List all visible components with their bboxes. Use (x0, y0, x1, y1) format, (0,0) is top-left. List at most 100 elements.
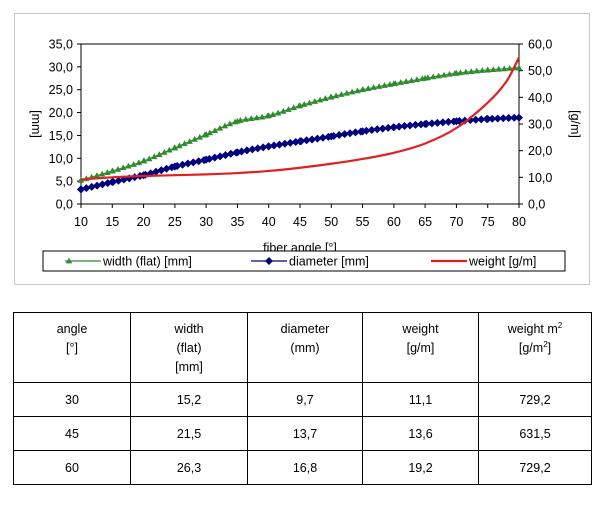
series-marker-1 (384, 123, 393, 132)
series-marker-0 (435, 72, 442, 79)
table-cell: 45 (13, 416, 131, 451)
header-angle-label: angle (56, 322, 88, 336)
y-left-tick-label: 5,0 (56, 175, 73, 189)
series-marker-0 (242, 115, 249, 122)
y-right-tick-label: 30,0 (528, 118, 552, 132)
header-angle-unit: [°] (66, 341, 78, 355)
series-marker-0 (258, 113, 266, 120)
series-marker-0 (269, 111, 277, 118)
series-marker-1 (378, 124, 387, 133)
x-tick-label: 20 (137, 215, 151, 229)
table-cell: 30 (13, 382, 131, 417)
series-marker-0 (280, 107, 287, 114)
y-right-tick-label: 60,0 (528, 38, 552, 52)
y-left-axis-title: [mm] (29, 110, 43, 138)
x-tick-label: 55 (356, 215, 370, 229)
series-marker-1 (270, 141, 279, 150)
series-marker-0 (495, 65, 502, 72)
y-left-tick-label: 30,0 (49, 60, 73, 74)
series-marker-0 (274, 109, 282, 116)
table-cell: 21,5 (130, 416, 248, 451)
series-line-1 (80, 117, 520, 190)
header-weight-m2-unit-text: [g/m (518, 341, 544, 355)
series-point-1 (264, 142, 273, 151)
header-weight-m2-text: weight m (507, 322, 558, 336)
series-marker-0 (381, 82, 388, 88)
series-point-0 (171, 144, 179, 151)
series-point-1 (108, 178, 117, 187)
series-marker-0 (226, 120, 234, 127)
series-marker-0 (301, 101, 308, 107)
y-right-tick-label: 20,0 (528, 144, 552, 158)
series-marker-1 (488, 114, 497, 123)
table-cell: 631,5 (478, 416, 592, 451)
series-point-1 (452, 117, 461, 126)
series-marker-1 (444, 117, 453, 126)
series-marker-0 (156, 151, 163, 157)
series-marker-0 (125, 162, 132, 169)
series-point-0 (515, 64, 523, 71)
series-marker-0 (248, 115, 255, 121)
series-marker-0 (354, 87, 361, 94)
header-weight-unit: [g/m] (406, 341, 435, 355)
series-marker-1 (280, 139, 289, 148)
series-marker-1 (221, 151, 230, 160)
series-marker-0 (135, 159, 143, 166)
series-marker-0 (490, 66, 497, 73)
series-point-0 (421, 74, 429, 81)
x-tick-label: 65 (418, 215, 432, 229)
series-marker-1 (335, 131, 344, 140)
series-point-0 (109, 167, 116, 174)
header-weight-m2-unit: [g/m2] (479, 339, 591, 358)
table-cell: 729,2 (478, 450, 592, 485)
series-marker-1 (275, 140, 284, 149)
series-marker-1 (308, 135, 317, 144)
series-marker-0 (206, 129, 214, 136)
header-width-label: width (174, 322, 204, 336)
header-width: width (flat) [mm] (130, 312, 248, 383)
table-cell: 11,1 (362, 382, 479, 417)
series-line-2 (80, 56, 520, 181)
series-marker-1 (98, 180, 107, 189)
series-marker-0 (166, 146, 173, 153)
series-marker-0 (253, 114, 260, 121)
series-marker-1 (373, 125, 382, 134)
series-point-0 (328, 93, 335, 100)
header-weight-m2: weight m2 [g/m2] (478, 312, 592, 383)
y-right-tick-label: 50,0 (528, 64, 552, 78)
header-weight-label: weight (402, 322, 439, 336)
series-marker-0 (104, 169, 111, 175)
series-marker-1 (114, 176, 123, 185)
series-marker-1 (189, 158, 198, 167)
table-cell: 13,7 (247, 416, 363, 451)
x-tick-label: 70 (449, 215, 463, 229)
series-marker-1 (248, 145, 257, 154)
series-marker-0 (285, 106, 292, 112)
series-marker-0 (130, 161, 137, 167)
header-diameter-label: diameter (280, 322, 330, 336)
series-marker-1 (210, 153, 219, 162)
series-marker-0 (440, 71, 448, 78)
chart-svg: 10 15 20 25 30 35 40 45 50 55 60 65 70 75 800,05,010,0… (29, 38, 582, 272)
series-marker-1 (82, 184, 91, 193)
x-tick-label: 45 (293, 215, 307, 229)
series-point-0 (234, 117, 241, 124)
series-marker-1 (471, 115, 480, 124)
series-marker-1 (242, 146, 251, 155)
series-marker-1 (400, 122, 409, 131)
series-marker-0 (221, 122, 229, 129)
series-point-1 (170, 162, 179, 171)
header-width-sub: (flat) (176, 341, 202, 355)
series-marker-0 (311, 98, 318, 104)
series-marker-1 (427, 119, 436, 128)
series-marker-0 (370, 84, 377, 90)
table-row: 45 21,5 13,7 13,6 631,5 (13, 416, 592, 451)
table-row: 60 26,3 16,8 19,2 729,2 (13, 450, 592, 485)
header-weight-m2-sup: 2 (557, 320, 563, 330)
series-marker-0 (413, 76, 421, 83)
series-marker-0 (468, 68, 475, 74)
series-point-0 (359, 86, 366, 93)
y-right-tick-label: 10,0 (528, 171, 552, 185)
series-point-1 (77, 185, 85, 194)
series-point-1 (483, 114, 492, 123)
